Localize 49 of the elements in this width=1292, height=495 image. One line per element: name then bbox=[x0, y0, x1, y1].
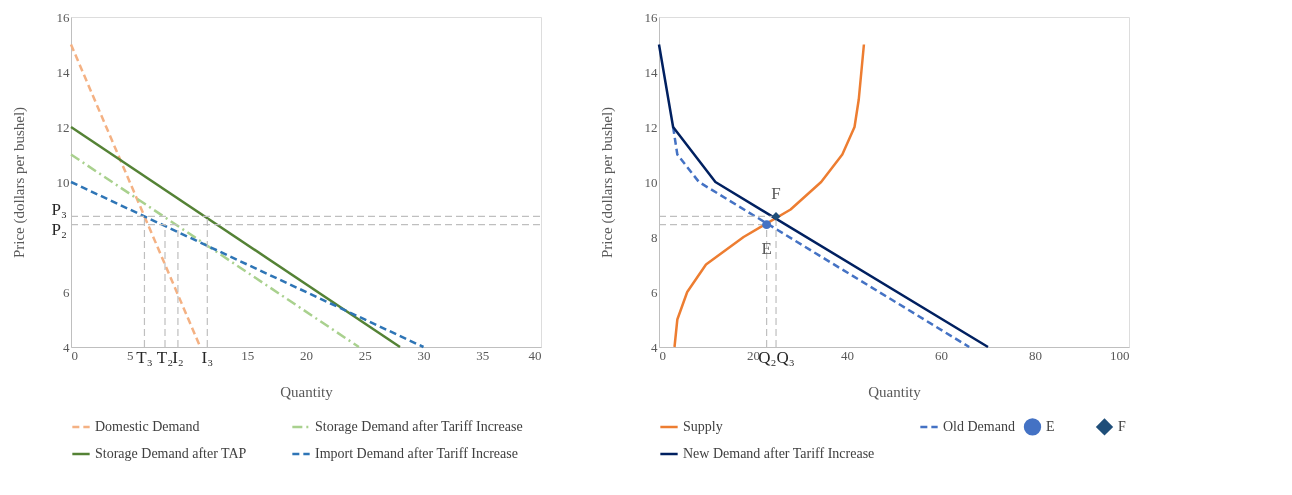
y-tick-label: 8 bbox=[651, 229, 658, 245]
legend-label: E bbox=[1046, 418, 1055, 434]
x-tick-label: 25 bbox=[358, 347, 372, 363]
legend-label: Domestic Demand bbox=[95, 419, 200, 434]
x-tick-label: 30 bbox=[417, 347, 431, 363]
x-tick-label: 20 bbox=[747, 347, 760, 363]
annotation: E bbox=[761, 238, 772, 258]
y-tick-label: 16 bbox=[644, 9, 658, 25]
y-tick-label: 16 bbox=[56, 9, 70, 25]
x-tick-label: 60 bbox=[935, 347, 948, 363]
x-tick-label: 80 bbox=[1029, 347, 1042, 363]
x-tick-label: 20 bbox=[300, 347, 313, 363]
annotation: P₃ bbox=[51, 200, 68, 220]
x-tick-label: 5 bbox=[127, 347, 134, 363]
x-axis-title: Quantity bbox=[280, 383, 334, 400]
x-tick-label: 35 bbox=[476, 347, 490, 363]
annotation: I₃ bbox=[201, 348, 214, 367]
y-tick-label: 12 bbox=[56, 119, 70, 135]
x-tick-label: 40 bbox=[841, 347, 854, 363]
x-axis-title: Quantity bbox=[868, 383, 922, 400]
legend-label: Storage Demand after TAP bbox=[95, 446, 247, 461]
legend-label: Supply bbox=[683, 419, 723, 434]
y-tick-label: 14 bbox=[56, 64, 70, 80]
legend-label: Storage Demand after Tariff Increase bbox=[315, 419, 523, 434]
x-tick-label: 100 bbox=[1110, 347, 1130, 363]
y-tick-label: 4 bbox=[63, 339, 70, 355]
x-tick-label: 0 bbox=[659, 347, 666, 363]
annotation: Q₂Q₃ bbox=[758, 348, 795, 367]
annotation: I₂ bbox=[172, 348, 184, 367]
annotation: P₂ bbox=[51, 219, 67, 239]
x-tick-label: 15 bbox=[241, 347, 255, 363]
y-tick-label: 6 bbox=[651, 284, 658, 300]
legend-label: New Demand after Tariff Increase bbox=[683, 446, 875, 461]
y-tick-label: 6 bbox=[63, 284, 70, 300]
legend-label: F bbox=[1118, 418, 1126, 434]
y-tick-label: 14 bbox=[644, 64, 658, 80]
x-tick-label: 0 bbox=[71, 347, 78, 363]
y-tick-label: 4 bbox=[651, 339, 658, 355]
y-tick-label: 10 bbox=[644, 174, 658, 190]
legend-label: Import Demand after Tariff Increase bbox=[315, 446, 518, 461]
annotation: F bbox=[771, 184, 781, 204]
annotation: T₂ bbox=[156, 348, 174, 367]
annotation: T₃ bbox=[136, 348, 153, 367]
x-tick-label: 40 bbox=[528, 347, 542, 363]
y-tick-label: 12 bbox=[644, 119, 658, 135]
y-axis-title: Price (dollars per bushel) bbox=[10, 106, 28, 259]
legend-label: Old Demand bbox=[943, 419, 1015, 434]
y-axis-title: Price (dollars per bushel) bbox=[598, 106, 616, 259]
y-tick-label: 10 bbox=[56, 174, 70, 190]
